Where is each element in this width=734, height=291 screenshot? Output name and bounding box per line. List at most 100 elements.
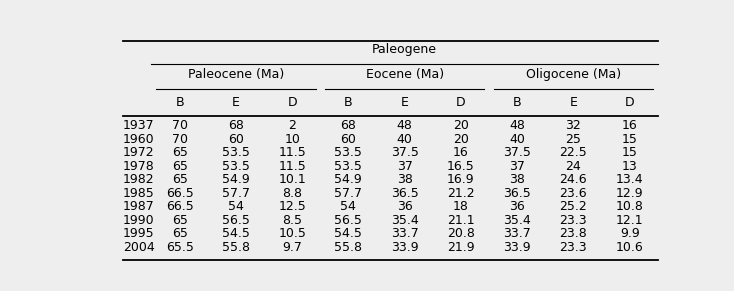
Text: 35.4: 35.4: [504, 214, 531, 227]
Text: 37.5: 37.5: [390, 146, 418, 159]
Text: 54: 54: [341, 200, 356, 213]
Text: 20.8: 20.8: [447, 227, 475, 240]
Text: 10.6: 10.6: [616, 241, 644, 254]
Text: 15: 15: [622, 133, 638, 146]
Text: 70: 70: [172, 119, 188, 132]
Text: E: E: [401, 96, 409, 109]
Text: 55.8: 55.8: [222, 241, 250, 254]
Text: 2: 2: [288, 119, 296, 132]
Text: 54.9: 54.9: [335, 173, 363, 186]
Text: 70: 70: [172, 133, 188, 146]
Text: 16: 16: [453, 146, 469, 159]
Text: Paleogene: Paleogene: [372, 43, 437, 56]
Text: 12.5: 12.5: [278, 200, 306, 213]
Text: 13: 13: [622, 160, 638, 173]
Text: 8.8: 8.8: [282, 187, 302, 200]
Text: 33.9: 33.9: [390, 241, 418, 254]
Text: 1960: 1960: [123, 133, 155, 146]
Text: 18: 18: [453, 200, 469, 213]
Text: 12.9: 12.9: [616, 187, 644, 200]
Text: E: E: [232, 96, 240, 109]
Text: 21.1: 21.1: [447, 214, 475, 227]
Text: D: D: [625, 96, 634, 109]
Text: D: D: [287, 96, 297, 109]
Text: 24.6: 24.6: [559, 173, 587, 186]
Text: 60: 60: [341, 133, 356, 146]
Text: 38: 38: [509, 173, 525, 186]
Text: D: D: [456, 96, 465, 109]
Text: 22.5: 22.5: [559, 146, 587, 159]
Text: 56.5: 56.5: [222, 214, 250, 227]
Text: 20: 20: [453, 133, 469, 146]
Text: B: B: [175, 96, 184, 109]
Text: 54.5: 54.5: [222, 227, 250, 240]
Text: 33.7: 33.7: [390, 227, 418, 240]
Text: Oligocene (Ma): Oligocene (Ma): [526, 68, 621, 81]
Text: 1937: 1937: [123, 119, 155, 132]
Text: 1982: 1982: [123, 173, 155, 186]
Text: 68: 68: [341, 119, 356, 132]
Text: 66.5: 66.5: [166, 187, 194, 200]
Text: B: B: [344, 96, 352, 109]
Text: 1990: 1990: [123, 214, 155, 227]
Text: Paleocene (Ma): Paleocene (Ma): [188, 68, 284, 81]
Text: 23.8: 23.8: [559, 227, 587, 240]
Text: 1972: 1972: [123, 146, 155, 159]
Text: 60: 60: [228, 133, 244, 146]
Text: 56.5: 56.5: [335, 214, 363, 227]
Text: 36.5: 36.5: [390, 187, 418, 200]
Text: B: B: [513, 96, 521, 109]
Text: 65: 65: [172, 214, 188, 227]
Text: 65.5: 65.5: [166, 241, 194, 254]
Text: 10.1: 10.1: [278, 173, 306, 186]
Text: 54.9: 54.9: [222, 173, 250, 186]
Text: 54: 54: [228, 200, 244, 213]
Text: 40: 40: [396, 133, 413, 146]
Text: 16.9: 16.9: [447, 173, 475, 186]
Text: 1985: 1985: [123, 187, 155, 200]
Text: 65: 65: [172, 160, 188, 173]
Text: 10: 10: [284, 133, 300, 146]
Text: Eocene (Ma): Eocene (Ma): [366, 68, 443, 81]
Text: 48: 48: [509, 119, 525, 132]
Text: 21.2: 21.2: [447, 187, 475, 200]
Text: 36: 36: [397, 200, 413, 213]
Text: 9.9: 9.9: [619, 227, 639, 240]
Text: 16.5: 16.5: [447, 160, 475, 173]
Text: 23.6: 23.6: [559, 187, 587, 200]
Text: 33.9: 33.9: [504, 241, 531, 254]
Text: 25.2: 25.2: [559, 200, 587, 213]
Text: 11.5: 11.5: [278, 146, 306, 159]
Text: 23.3: 23.3: [559, 214, 587, 227]
Text: 11.5: 11.5: [278, 160, 306, 173]
Text: 37.5: 37.5: [504, 146, 531, 159]
Text: 25: 25: [565, 133, 581, 146]
Text: 36.5: 36.5: [504, 187, 531, 200]
Text: 21.9: 21.9: [447, 241, 475, 254]
Text: 10.8: 10.8: [616, 200, 644, 213]
Text: 35.4: 35.4: [390, 214, 418, 227]
Text: 53.5: 53.5: [222, 146, 250, 159]
Text: 2004: 2004: [123, 241, 155, 254]
Text: 20: 20: [453, 119, 469, 132]
Text: 37: 37: [509, 160, 525, 173]
Text: 40: 40: [509, 133, 525, 146]
Text: E: E: [570, 96, 578, 109]
Text: 66.5: 66.5: [166, 200, 194, 213]
Text: 48: 48: [396, 119, 413, 132]
Text: 9.7: 9.7: [282, 241, 302, 254]
Text: 38: 38: [396, 173, 413, 186]
Text: 65: 65: [172, 227, 188, 240]
Text: 24: 24: [565, 160, 581, 173]
Text: 1978: 1978: [123, 160, 155, 173]
Text: 15: 15: [622, 146, 638, 159]
Text: 54.5: 54.5: [335, 227, 363, 240]
Text: 37: 37: [396, 160, 413, 173]
Text: 12.1: 12.1: [616, 214, 644, 227]
Text: 16: 16: [622, 119, 638, 132]
Text: 55.8: 55.8: [335, 241, 363, 254]
Text: 23.3: 23.3: [559, 241, 587, 254]
Text: 57.7: 57.7: [335, 187, 363, 200]
Text: 33.7: 33.7: [504, 227, 531, 240]
Text: 53.5: 53.5: [335, 160, 363, 173]
